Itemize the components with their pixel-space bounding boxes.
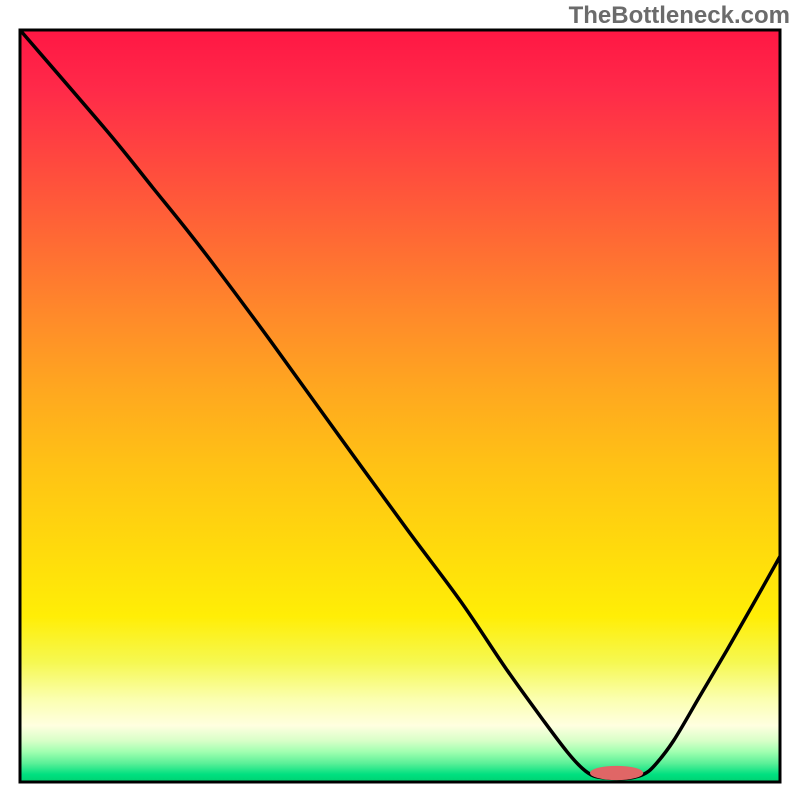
- watermark-label: TheBottleneck.com: [569, 2, 790, 30]
- plot-background: [20, 30, 780, 782]
- chart-frame: TheBottleneck.com: [0, 0, 800, 800]
- bottleneck-curve-chart: [0, 0, 800, 800]
- optimal-range-marker: [590, 766, 643, 780]
